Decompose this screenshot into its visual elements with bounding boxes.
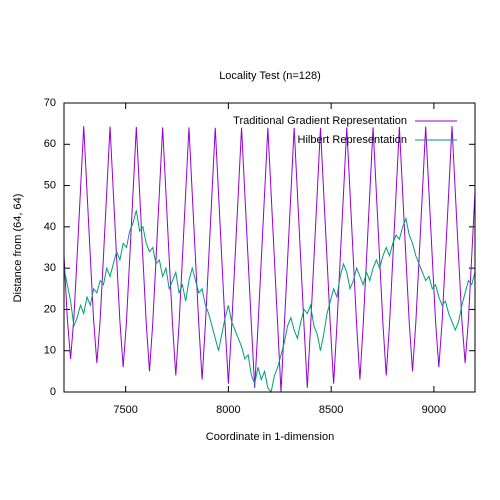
x-tick-label: 8000 <box>216 404 240 416</box>
y-tick-label: 50 <box>44 179 56 191</box>
y-tick-label: 70 <box>44 97 56 109</box>
y-tick-label: 10 <box>44 345 56 357</box>
series-line <box>63 126 476 393</box>
y-tick-label: 20 <box>44 303 56 315</box>
y-tick-label: 0 <box>50 386 56 398</box>
y-tick-label: 30 <box>44 262 56 274</box>
y-axis-label: Distance from (64, 64) <box>12 194 24 303</box>
legend-label: Hilbert Representation <box>298 134 407 146</box>
x-tick-label: 9000 <box>422 404 446 416</box>
y-tick-label: 60 <box>44 138 56 150</box>
series-line <box>63 210 476 394</box>
x-tick-label: 8500 <box>319 404 343 416</box>
x-axis-label: Coordinate in 1-dimension <box>206 431 334 443</box>
x-tick-label: 7500 <box>113 404 137 416</box>
legend-label: Traditional Gradient Representation <box>233 115 407 127</box>
plot-border <box>63 102 476 393</box>
chart-title: Locality Test (n=128) <box>219 70 321 82</box>
y-tick-label: 40 <box>44 221 56 233</box>
